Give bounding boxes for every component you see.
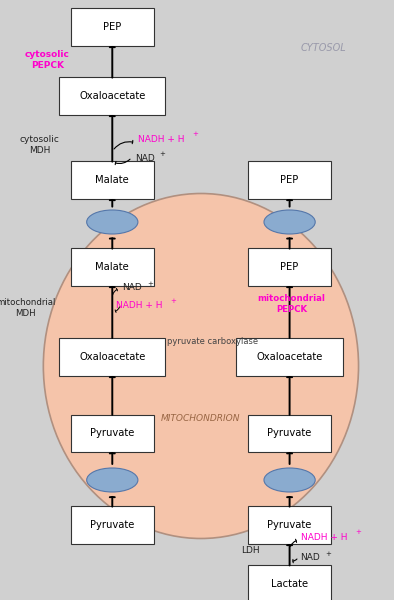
- Text: NAD: NAD: [135, 154, 154, 163]
- Text: Oxaloacetate: Oxaloacetate: [79, 91, 145, 101]
- Text: pyruvate carboxylase: pyruvate carboxylase: [167, 337, 258, 346]
- Text: cytosolic
PEPCK: cytosolic PEPCK: [25, 50, 70, 70]
- Ellipse shape: [87, 210, 138, 234]
- Text: MITOCHONDRION: MITOCHONDRION: [161, 414, 241, 422]
- Text: PEP: PEP: [281, 175, 299, 185]
- Text: +: +: [160, 151, 165, 157]
- FancyBboxPatch shape: [71, 248, 154, 286]
- Text: +: +: [147, 281, 153, 287]
- Text: Pyruvate: Pyruvate: [268, 428, 312, 438]
- Text: PEP: PEP: [281, 262, 299, 272]
- Text: Malate: Malate: [95, 262, 129, 272]
- Text: Malate: Malate: [95, 175, 129, 185]
- Ellipse shape: [87, 468, 138, 492]
- Text: +: +: [325, 551, 331, 557]
- Ellipse shape: [43, 193, 359, 539]
- Text: NADH + H: NADH + H: [138, 134, 184, 143]
- Text: LDH: LDH: [241, 546, 260, 554]
- Ellipse shape: [264, 210, 315, 234]
- Text: +: +: [355, 529, 361, 535]
- FancyBboxPatch shape: [71, 8, 154, 46]
- Text: Lactate: Lactate: [271, 579, 308, 589]
- Text: PEP: PEP: [103, 22, 121, 32]
- Text: Pyruvate: Pyruvate: [268, 520, 312, 530]
- FancyBboxPatch shape: [71, 415, 154, 452]
- FancyBboxPatch shape: [59, 338, 165, 376]
- FancyBboxPatch shape: [248, 161, 331, 199]
- FancyBboxPatch shape: [248, 415, 331, 452]
- FancyBboxPatch shape: [248, 506, 331, 544]
- Text: NADH + H: NADH + H: [301, 533, 348, 541]
- Text: mitochondrial
PEPCK: mitochondrial PEPCK: [258, 294, 325, 314]
- FancyBboxPatch shape: [248, 248, 331, 286]
- Text: CYTOSOL: CYTOSOL: [300, 43, 346, 53]
- FancyBboxPatch shape: [59, 77, 165, 115]
- Text: cytosolic
MDH: cytosolic MDH: [19, 135, 59, 155]
- FancyBboxPatch shape: [248, 565, 331, 600]
- FancyBboxPatch shape: [236, 338, 343, 376]
- Text: +: +: [192, 131, 198, 137]
- Text: NAD: NAD: [300, 553, 320, 563]
- Text: mitochondrial
MDH: mitochondrial MDH: [0, 298, 55, 318]
- FancyBboxPatch shape: [71, 161, 154, 199]
- Text: Oxaloacetate: Oxaloacetate: [256, 352, 323, 362]
- Text: NAD: NAD: [122, 283, 142, 292]
- Text: Oxaloacetate: Oxaloacetate: [79, 352, 145, 362]
- Text: +: +: [171, 298, 177, 304]
- FancyBboxPatch shape: [71, 506, 154, 544]
- Ellipse shape: [264, 468, 315, 492]
- Text: NADH + H: NADH + H: [116, 301, 163, 311]
- Text: Pyruvate: Pyruvate: [90, 520, 134, 530]
- Text: Pyruvate: Pyruvate: [90, 428, 134, 438]
